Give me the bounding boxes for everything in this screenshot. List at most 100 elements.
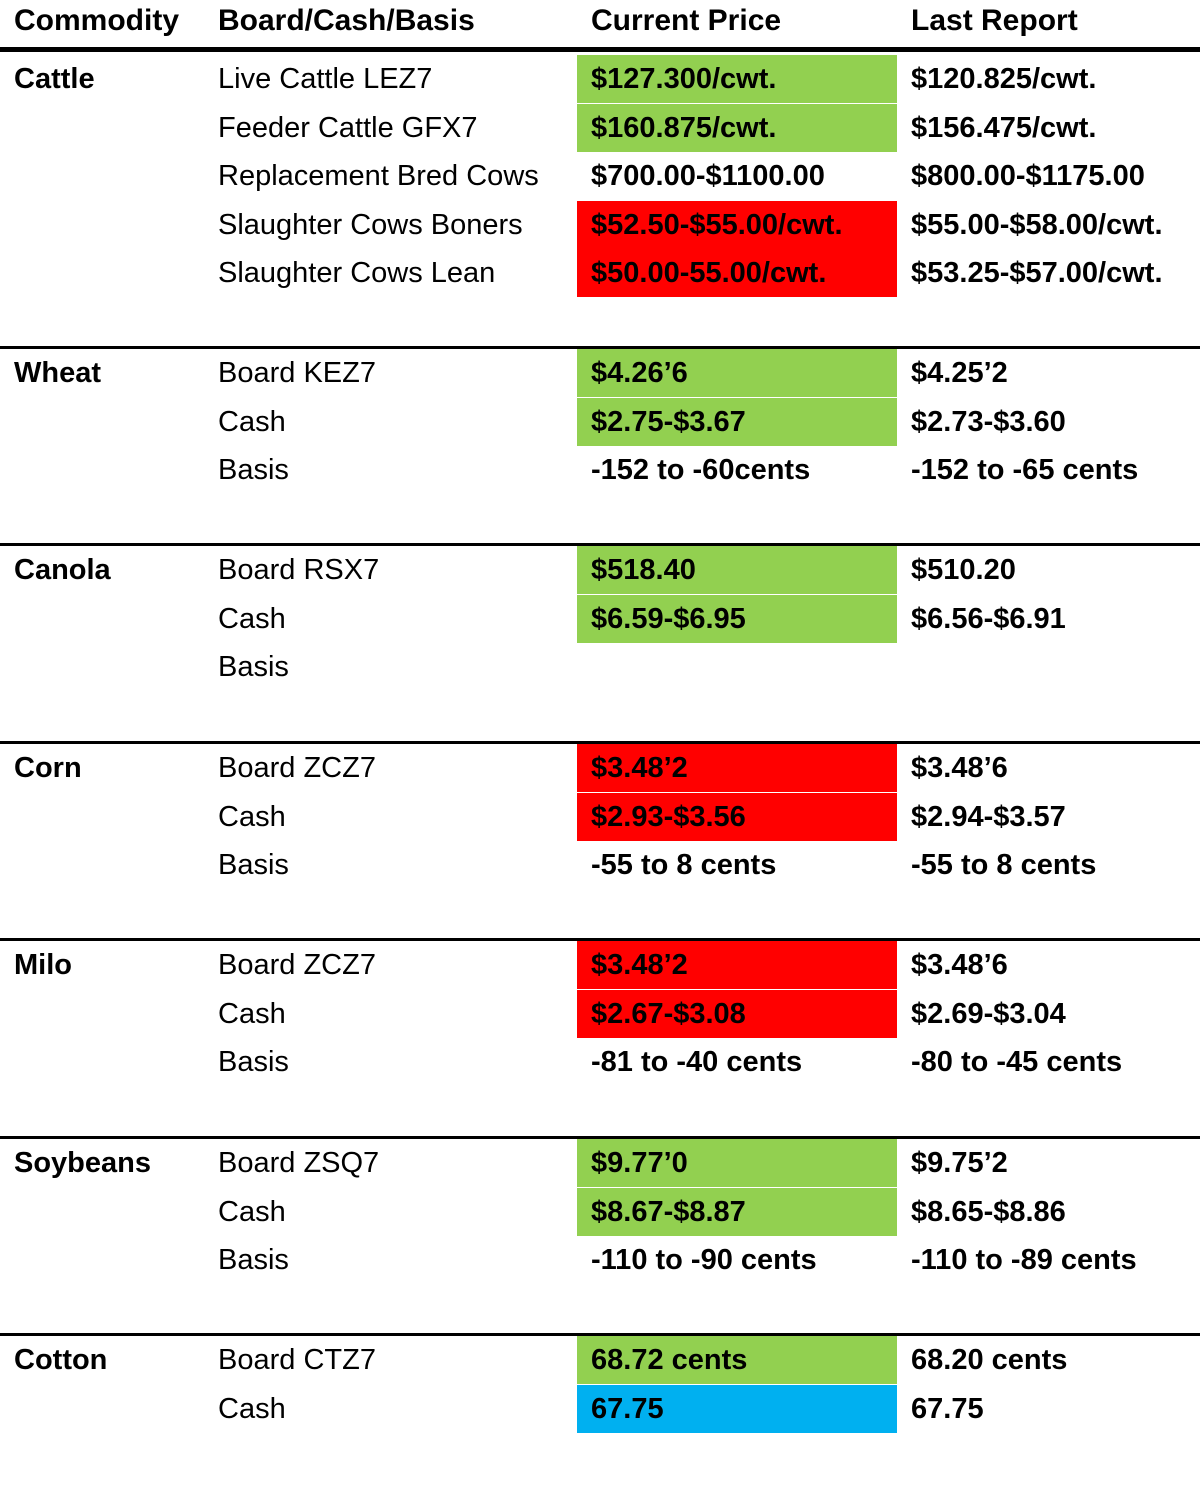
commodity-group-milo: Milo Board ZCZ7 $3.48’2 $3.48’6 Cash $2.67-$3… <box>0 938 1200 1136</box>
current-price-cell: $6.59-$6.95 <box>577 594 897 643</box>
row-label: Basis <box>218 849 289 881</box>
table-row: Board ZSQ7 $9.77’0 $9.75’2 <box>0 1139 1200 1187</box>
last-report-cell: -80 to -45 cents <box>911 1046 1123 1078</box>
table-row: Cash $2.75-$3.67 $2.73-$3.60 <box>0 397 1200 446</box>
header-last-report: Last Report <box>911 4 1078 37</box>
commodity-name: Cattle <box>14 63 95 95</box>
current-price-cell: $2.67-$3.08 <box>577 989 897 1038</box>
row-label: Cash <box>218 997 286 1030</box>
row-label: Cash <box>218 602 286 635</box>
last-report-cell: $55.00-$58.00/cwt. <box>911 208 1163 241</box>
row-label: Board ZSQ7 <box>218 1147 380 1179</box>
row-label: Cash <box>218 1195 286 1228</box>
current-price-cell <box>577 643 897 691</box>
current-price-cell: -152 to -60cents <box>591 454 811 486</box>
table-row: Feeder Cattle GFX7 $160.875/cwt. $156.475/… <box>0 103 1200 152</box>
commodity-name: Canola <box>14 554 111 586</box>
current-price-cell: $2.75-$3.67 <box>577 397 897 446</box>
table-row: Slaughter Cows Boners $52.50-$55.00/cwt. $… <box>0 200 1200 249</box>
current-price-cell: $700.00-$1100.00 <box>591 160 825 192</box>
table-row: Basis -81 to -40 cents -80 to -45 cents <box>0 1038 1200 1086</box>
table-row: Board CTZ7 68.72 cents 68.20 cents <box>0 1336 1200 1384</box>
current-price-cell: -110 to -90 cents <box>591 1244 817 1276</box>
last-report-cell: $4.25’2 <box>911 357 1008 389</box>
row-label: Board KEZ7 <box>218 357 376 389</box>
last-report-cell: 68.20 cents <box>911 1344 1068 1376</box>
table-row: Basis -55 to 8 cents -55 to 8 cents <box>0 841 1200 889</box>
current-price-cell: 67.75 <box>577 1384 897 1433</box>
header-commodity: Commodity <box>14 4 179 37</box>
current-price-cell: $8.67-$8.87 <box>577 1187 897 1236</box>
current-price-cell: -55 to 8 cents <box>591 849 777 881</box>
current-price-cell: $2.93-$3.56 <box>577 792 897 841</box>
last-report-cell: $800.00-$1175.00 <box>911 160 1145 192</box>
commodity-name: Cotton <box>14 1344 108 1376</box>
last-report-cell: $9.75’2 <box>911 1147 1008 1179</box>
table-row: Board ZCZ7 $3.48’2 $3.48’6 <box>0 744 1200 792</box>
commodity-group-canola: Canola Board RSX7 $518.40 $510.20 Cash $6.59-… <box>0 543 1200 741</box>
header-type: Board/Cash/Basis <box>218 4 475 37</box>
row-label: Slaughter Cows Boners <box>218 208 523 241</box>
last-report-cell: -152 to -65 cents <box>911 454 1139 486</box>
last-report-cell: $2.69-$3.04 <box>911 997 1066 1030</box>
table-row: Board ZCZ7 $3.48’2 $3.48’6 <box>0 941 1200 989</box>
table-row: Basis -152 to -60cents -152 to -65 cents <box>0 446 1200 494</box>
table-row: Cash $6.59-$6.95 $6.56-$6.91 <box>0 594 1200 643</box>
row-label: Cash <box>218 405 286 438</box>
last-report-cell: $3.48’6 <box>911 949 1008 981</box>
table-header: Commodity Board/Cash/Basis Current Price… <box>0 0 1200 52</box>
current-price-cell: $52.50-$55.00/cwt. <box>577 200 897 249</box>
row-label: Slaughter Cows Lean <box>218 257 496 289</box>
table-row: Basis <box>0 643 1200 691</box>
row-label: Replacement Bred Cows <box>218 160 539 192</box>
last-report-cell: -55 to 8 cents <box>911 849 1097 881</box>
commodity-group-cotton: Cotton Board CTZ7 68.72 cents 68.20 cents Ca… <box>0 1333 1200 1508</box>
last-report-cell: $8.65-$8.86 <box>911 1195 1066 1228</box>
last-report-cell: $120.825/cwt. <box>911 63 1097 95</box>
header-current-price: Current Price <box>591 4 782 37</box>
commodity-group-soybeans: Soybeans Board ZSQ7 $9.77’0 $9.75’2 Cash $8.6… <box>0 1136 1200 1333</box>
row-label: Basis <box>218 651 289 683</box>
last-report-cell: 67.75 <box>911 1392 984 1425</box>
row-label: Basis <box>218 1244 289 1276</box>
current-price-cell: 68.72 cents <box>577 1336 897 1384</box>
table-row: Basis -110 to -90 cents -110 to -89 cents <box>0 1236 1200 1284</box>
table-row: Board RSX7 $518.40 $510.20 <box>0 546 1200 594</box>
row-label: Basis <box>218 454 289 486</box>
commodity-name: Milo <box>14 949 72 981</box>
last-report-cell: $510.20 <box>911 554 1016 586</box>
last-report-cell: $156.475/cwt. <box>911 111 1097 144</box>
last-report-cell: $2.94-$3.57 <box>911 800 1066 833</box>
last-report-cell: $2.73-$3.60 <box>911 405 1066 438</box>
current-price-cell: $3.48’2 <box>577 744 897 792</box>
row-label: Live Cattle LEZ7 <box>218 63 433 95</box>
current-price-cell: $50.00-55.00/cwt. <box>577 249 897 297</box>
table-row: Cash 67.75 67.75 <box>0 1384 1200 1433</box>
table-row: Replacement Bred Cows $700.00-$1100.00 $80… <box>0 152 1200 200</box>
table-row: Cash $2.93-$3.56 $2.94-$3.57 <box>0 792 1200 841</box>
current-price-cell: $3.48’2 <box>577 941 897 989</box>
current-price-cell: $9.77’0 <box>577 1139 897 1187</box>
table-row: Board KEZ7 $4.26’6 $4.25’2 <box>0 349 1200 397</box>
last-report-cell: $6.56-$6.91 <box>911 602 1066 635</box>
table-row: Cash $8.67-$8.87 $8.65-$8.86 <box>0 1187 1200 1236</box>
row-label: Board CTZ7 <box>218 1344 376 1376</box>
commodity-group-cattle: Cattle Live Cattle LEZ7 $127.300/cwt. $120.… <box>0 52 1200 346</box>
table-row: Live Cattle LEZ7 $127.300/cwt. $120.825/cw… <box>0 55 1200 103</box>
table-row: Cash $2.67-$3.08 $2.69-$3.04 <box>0 989 1200 1038</box>
row-label: Feeder Cattle GFX7 <box>218 111 478 144</box>
row-label: Board RSX7 <box>218 554 380 586</box>
commodity-name: Wheat <box>14 357 101 389</box>
commodity-name: Soybeans <box>14 1147 151 1179</box>
row-label: Board ZCZ7 <box>218 949 376 981</box>
current-price-cell: $4.26’6 <box>577 349 897 397</box>
table-row: Slaughter Cows Lean $50.00-55.00/cwt. $53.… <box>0 249 1200 297</box>
commodity-name: Corn <box>14 752 82 784</box>
last-report-cell: $3.48’6 <box>911 752 1008 784</box>
row-label: Cash <box>218 1392 286 1425</box>
row-label: Board ZCZ7 <box>218 752 376 784</box>
current-price-cell: $127.300/cwt. <box>577 55 897 103</box>
commodity-group-corn: Corn Board ZCZ7 $3.48’2 $3.48’6 Cash $2.93-$3… <box>0 741 1200 938</box>
last-report-cell: -110 to -89 cents <box>911 1244 1137 1276</box>
commodity-group-wheat: Wheat Board KEZ7 $4.26’6 $4.25’2 Cash $2.75-$… <box>0 346 1200 543</box>
